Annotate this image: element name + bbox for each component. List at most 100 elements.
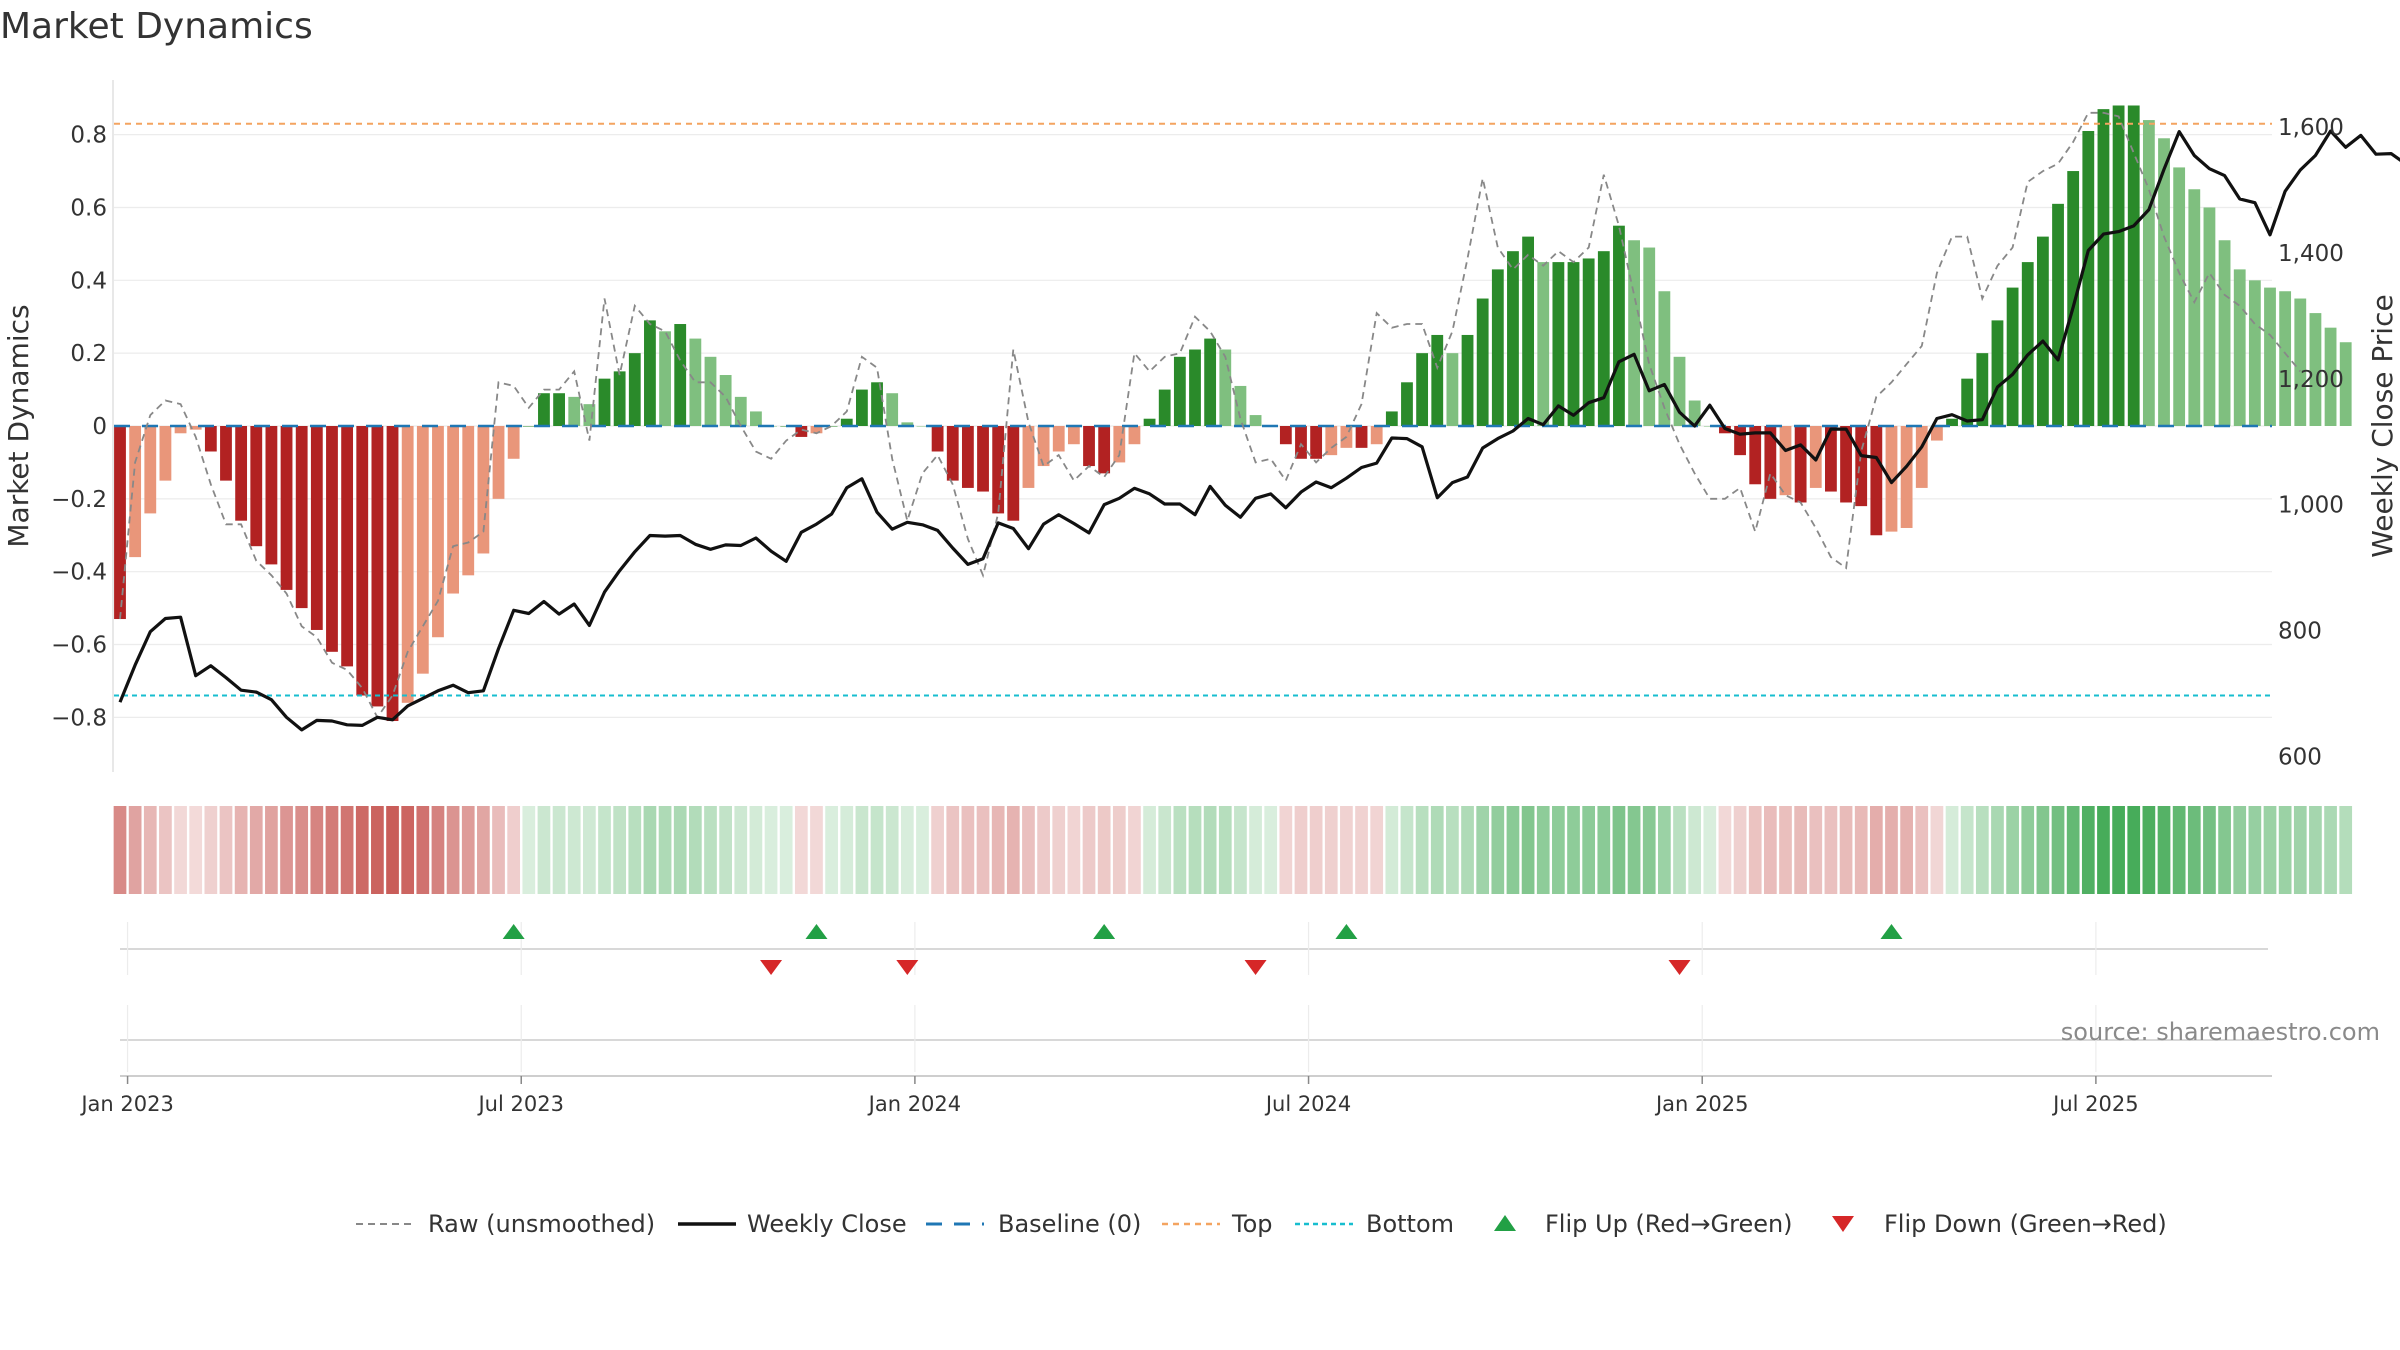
regime-cell bbox=[1779, 806, 1792, 894]
regime-cell bbox=[1173, 806, 1187, 894]
regime-cell bbox=[779, 806, 793, 894]
dynamics-bar bbox=[129, 426, 142, 558]
regime-cell bbox=[1627, 806, 1641, 894]
regime-cell bbox=[1234, 806, 1247, 894]
dynamics-bar bbox=[1613, 225, 1625, 426]
dynamics-bar bbox=[174, 426, 187, 434]
regime-cell bbox=[431, 806, 445, 894]
regime-cell bbox=[507, 806, 521, 894]
regime-cell bbox=[688, 806, 702, 894]
regime-cell bbox=[658, 806, 672, 894]
regime-cell bbox=[386, 806, 399, 894]
regime-cell bbox=[340, 806, 354, 894]
dynamics-bar bbox=[1446, 353, 1459, 426]
dynamics-bar bbox=[220, 426, 232, 481]
regime-cell bbox=[2066, 806, 2080, 894]
regime-cell bbox=[477, 806, 490, 894]
weekly-close-line bbox=[118, 129, 2400, 732]
regime-cell bbox=[1415, 806, 1429, 894]
dynamics-bar bbox=[977, 426, 989, 492]
regime-cell bbox=[1203, 806, 1217, 894]
dynamics-bar bbox=[522, 426, 535, 427]
x-axis: Jan 2023 Jul 2023 Jan 2024 Jul 2024 Jan 2025… bbox=[79, 1075, 2272, 1116]
regime-cell bbox=[2006, 806, 2019, 894]
dynamics-bar bbox=[2279, 291, 2292, 426]
regime-cell bbox=[1658, 806, 1671, 894]
dynamics-bar bbox=[568, 396, 581, 426]
regime-cell bbox=[2021, 806, 2035, 894]
regime-cell bbox=[1430, 806, 1444, 894]
regime-cell bbox=[2097, 806, 2110, 894]
dynamics-bar bbox=[2324, 327, 2337, 426]
regime-cell bbox=[719, 806, 732, 894]
regime-cell bbox=[2293, 806, 2307, 894]
dynamics-bar bbox=[295, 426, 308, 609]
regime-cell bbox=[1022, 806, 1035, 894]
regime-cell bbox=[810, 806, 823, 894]
regime-cell bbox=[325, 806, 339, 894]
regime-cell bbox=[1642, 806, 1656, 894]
dynamics-bar bbox=[1507, 251, 1519, 426]
dynamics-bar bbox=[886, 393, 899, 426]
dynamics-bar bbox=[871, 382, 883, 426]
dynamics-bar bbox=[477, 426, 490, 554]
dynamics-bar bbox=[1461, 334, 1474, 426]
regime-cell bbox=[310, 806, 324, 894]
regime-cell bbox=[1688, 806, 1702, 894]
dynamics-bar bbox=[2052, 203, 2064, 426]
regime-cell bbox=[1279, 806, 1293, 894]
dynamics-bar bbox=[189, 426, 202, 430]
regime-cell bbox=[295, 806, 309, 894]
regime-cell bbox=[2248, 806, 2262, 894]
dynamics-bar bbox=[432, 426, 444, 638]
dynamics-bar bbox=[265, 426, 278, 565]
dynamics-bar bbox=[2339, 342, 2352, 426]
regime-cell bbox=[234, 806, 248, 894]
dynamics-bar bbox=[1234, 385, 1247, 426]
regime-cell bbox=[1763, 806, 1777, 894]
regime-cell bbox=[446, 806, 460, 894]
regime-cell bbox=[2051, 806, 2065, 894]
regime-cell bbox=[1264, 806, 1278, 894]
regime-cell bbox=[1597, 806, 1611, 894]
dynamics-bar bbox=[659, 331, 671, 426]
regime-cell bbox=[628, 806, 642, 894]
regime-cell bbox=[1097, 806, 1111, 894]
regime-cell bbox=[1340, 806, 1353, 894]
dynamics-bar bbox=[1128, 426, 1141, 445]
regime-cell bbox=[2309, 806, 2322, 894]
dynamics-bar bbox=[1522, 236, 1535, 426]
dynamics-bar bbox=[1279, 426, 1292, 445]
dynamics-bar bbox=[1582, 258, 1595, 426]
dynamics-bar bbox=[1658, 291, 1671, 426]
flip-up-marker bbox=[1880, 924, 1903, 939]
dynamics-bar bbox=[1900, 426, 1913, 528]
regime-cell bbox=[2324, 806, 2337, 894]
flip-down-marker bbox=[1244, 960, 1267, 975]
dynamics-bar bbox=[1491, 269, 1504, 426]
regime-cell bbox=[265, 806, 278, 894]
dynamics-bar bbox=[961, 426, 974, 488]
regime-cell bbox=[537, 806, 551, 894]
dynamics-bar bbox=[416, 426, 429, 674]
dynamics-bar bbox=[447, 426, 460, 594]
regime-cell bbox=[2233, 806, 2247, 894]
dynamics-bar bbox=[855, 389, 868, 426]
legend: Raw (unsmoothed) Weekly Close Baseline (0)… bbox=[356, 1210, 2167, 1238]
dynamics-bar bbox=[386, 426, 399, 722]
regime-cell bbox=[1869, 806, 1883, 894]
dynamics-bar bbox=[1991, 320, 2004, 426]
regime-cell bbox=[249, 806, 263, 894]
dynamics-bar bbox=[1113, 426, 1126, 463]
dynamics-bar bbox=[2264, 287, 2276, 426]
dynamics-bar bbox=[1204, 338, 1217, 426]
regime-cell bbox=[1824, 806, 1838, 894]
regime-cell bbox=[1370, 806, 1384, 894]
dynamics-bar bbox=[2248, 280, 2261, 426]
dynamics-bar bbox=[1779, 426, 1792, 496]
dynamics-bar bbox=[1567, 262, 1580, 426]
dynamics-bar bbox=[1052, 426, 1065, 452]
regime-cell bbox=[1082, 806, 1096, 894]
dynamics-bar bbox=[916, 426, 929, 427]
left-tick-label: 0.4 bbox=[70, 268, 107, 294]
